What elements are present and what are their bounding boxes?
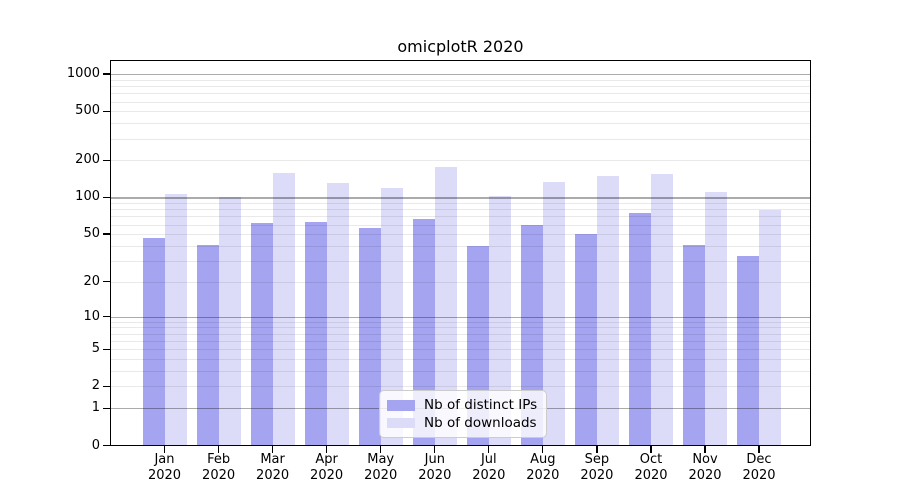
x-tick-mark [704,446,706,453]
y-tick-mark [103,233,110,235]
bar-downloads-jun [434,167,457,446]
x-tick-label-sep: Sep 2020 [580,452,614,483]
bar-downloads-oct [651,174,673,446]
x-tick-mark [596,446,598,453]
bar-distinct-ips-jun [412,219,435,446]
x-tick-label-jun: Jun 2020 [418,452,452,483]
x-tick-mark [271,446,274,453]
bar-distinct-ips-mar [250,223,273,446]
x-tick-mark [380,446,382,453]
bar-downloads-jan [164,193,187,446]
x-tick-label-jan: Jan 2020 [147,452,182,483]
bar-downloads-aug [542,181,565,446]
bar-distinct-ips-nov [683,245,705,446]
chart-title: omicplotR 2020 [397,37,524,56]
gridline-minor [110,111,811,113]
bar-distinct-ips-may [358,227,381,446]
bar-downloads-dec [759,209,781,446]
legend-swatch-distinct-ips [387,400,415,411]
bar-distinct-ips-dec [737,256,759,446]
x-tick-label-oct: Oct 2020 [634,452,668,483]
bar-distinct-ips-jan [142,237,165,446]
y-tick-label: 2 [91,378,100,394]
x-tick-label-feb: Feb 2020 [202,452,236,483]
x-tick-label-dec: Dec 2020 [742,452,776,483]
legend-label-downloads: Nb of downloads [424,414,537,431]
x-tick-mark [434,446,436,453]
y-tick-label: 10 [83,308,100,324]
x-tick-mark [325,446,328,453]
y-tick-mark [103,281,110,283]
y-tick-label: 500 [75,103,100,119]
y-tick-mark [103,385,110,388]
y-tick-mark [103,315,110,318]
x-tick-mark [650,446,652,453]
x-tick-mark [758,446,760,453]
bar-downloads-feb [218,196,241,446]
gridline-minor [110,138,811,140]
x-tick-label-nov: Nov 2020 [688,452,722,483]
x-tick-mark [542,446,544,453]
y-tick-mark [103,159,110,162]
bar-downloads-mar [272,172,295,446]
y-tick-mark [103,407,110,409]
bar-distinct-ips-oct [629,213,651,446]
x-tick-mark [217,446,220,453]
bar-downloads-may [380,187,403,446]
y-tick-mark [103,196,110,199]
bar-downloads-nov [705,191,727,446]
x-tick-label-apr: Apr 2020 [310,452,344,483]
y-tick-mark [103,348,110,350]
x-tick-mark [488,446,490,453]
y-tick-mark [103,110,110,112]
x-tick-label-mar: Mar 2020 [256,452,290,483]
gridline-major [110,74,811,76]
y-tick-label: 0 [91,437,100,453]
gridline-minor [110,160,811,162]
x-tick-label-may: May 2020 [364,452,398,483]
y-tick-label: 1 [91,400,100,416]
y-tick-mark [103,444,110,447]
legend-swatch-downloads [387,417,415,428]
legend-label-distinct-ips: Nb of distinct IPs [424,397,538,413]
bar-distinct-ips-feb [196,245,219,446]
legend: Nb of distinct IPs Nb of downloads [379,390,547,438]
y-tick-label: 20 [83,273,100,289]
gridline-minor [110,123,811,125]
x-tick-label-aug: Aug 2020 [526,452,560,483]
x-tick-label-jul: Jul 2020 [472,452,506,483]
y-tick-label: 100 [75,189,100,205]
y-tick-label: 200 [75,152,100,168]
bar-downloads-sep [596,176,619,446]
x-tick-mark [163,446,166,453]
gridline-minor [110,86,811,87]
gridline-minor [110,79,811,81]
y-tick-mark [103,73,110,75]
gridline-minor [110,101,811,103]
y-tick-label: 1000 [66,66,100,81]
gridline-minor [110,93,811,95]
bar-downloads-apr [326,182,349,446]
bar-distinct-ips-apr [304,222,327,446]
y-tick-label: 50 [83,226,100,242]
plot-area [110,60,811,446]
bar-downloads-jul [488,195,511,446]
bar-distinct-ips-sep [574,233,597,446]
y-tick-label: 5 [91,341,100,357]
